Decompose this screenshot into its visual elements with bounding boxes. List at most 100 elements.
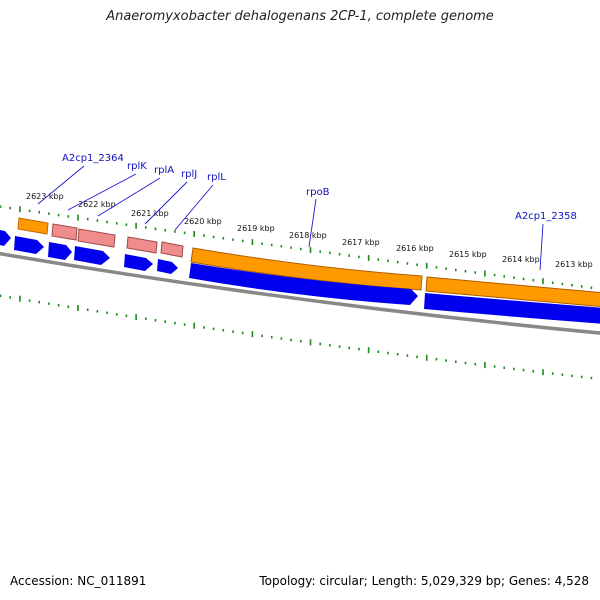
tick-mark <box>28 209 31 213</box>
coordinate-label: 2621 kbp <box>131 209 169 218</box>
coordinate-label: 2616 kbp <box>396 244 434 253</box>
tick-mark <box>222 237 225 240</box>
tick-mark <box>435 358 438 361</box>
gene-label[interactable]: rplA <box>154 165 174 176</box>
tick-mark <box>86 308 89 311</box>
gene-label[interactable]: A2cp1_2364 <box>62 153 124 164</box>
tick-mark <box>416 355 418 359</box>
gene-feature-rpob[interactable] <box>190 247 423 291</box>
tick-mark <box>145 317 147 320</box>
tick-mark <box>522 277 525 281</box>
tick-mark <box>493 273 496 277</box>
genome-summary-text: Topology: circular; Length: 5,029,329 bp… <box>259 574 589 588</box>
tick-mark <box>445 267 447 270</box>
coordinate-label: 2613 kbp <box>555 260 593 269</box>
tick-mark <box>396 260 399 264</box>
coordinate-label: 2623 kbp <box>26 192 64 201</box>
tick-mark <box>203 234 205 237</box>
tick-mark <box>212 235 215 239</box>
tick-mark <box>19 206 21 213</box>
tick-mark <box>300 247 302 251</box>
cds-arrow[interactable] <box>157 259 178 274</box>
cds-arrow[interactable] <box>14 236 44 254</box>
coordinate-tick-labels: 2623 kbp 2622 kbp 2621 kbp 2620 kbp 2619 kbp… <box>26 192 593 269</box>
tick-mark <box>125 314 128 317</box>
coordinate-label: 2618 kbp <box>289 231 327 240</box>
cds-arrow[interactable] <box>424 293 600 324</box>
rrna-feature[interactable] <box>160 241 184 258</box>
tick-mark <box>38 300 40 304</box>
coordinate-label: 2615 kbp <box>449 250 487 259</box>
coordinate-label: 2619 kbp <box>237 224 275 233</box>
tick-mark <box>203 326 205 329</box>
gene-label[interactable]: rplJ <box>181 169 197 180</box>
gene-feature[interactable] <box>17 217 49 235</box>
tick-mark <box>474 362 476 366</box>
gene-label[interactable]: A2cp1_2358 <box>515 211 577 222</box>
tick-mark <box>183 323 186 326</box>
tick-mark <box>9 206 11 210</box>
cds-arrow[interactable] <box>48 242 72 260</box>
tick-mark <box>300 340 302 343</box>
tick-mark <box>241 331 244 335</box>
gene-feature-a2cp1-2358[interactable] <box>425 276 600 308</box>
tick-mark <box>329 251 331 255</box>
tick-mark <box>580 375 583 379</box>
gene-label-leader-line <box>67 173 137 211</box>
tick-mark <box>280 337 283 340</box>
rrna-feature[interactable] <box>126 236 158 254</box>
tick-mark <box>154 319 157 322</box>
tick-mark <box>86 217 89 221</box>
tick-mark <box>358 255 360 259</box>
tick-mark <box>183 231 186 235</box>
tick-mark <box>503 366 505 369</box>
gene-label[interactable]: rpoB <box>306 187 330 198</box>
cds-arrow-rpob[interactable] <box>189 263 418 305</box>
tick-mark <box>193 322 195 329</box>
rrna-feature[interactable] <box>51 223 78 241</box>
gene-label[interactable]: rplK <box>127 161 147 172</box>
tick-mark <box>416 263 418 266</box>
tick-mark <box>455 268 457 272</box>
tick-mark <box>96 219 99 222</box>
tick-mark <box>445 359 447 362</box>
tick-mark <box>484 362 486 369</box>
cds-arrow[interactable] <box>124 254 153 271</box>
tick-mark <box>590 286 593 289</box>
tick-mark <box>348 254 350 257</box>
tick-mark <box>232 330 234 333</box>
tick-mark <box>309 247 312 254</box>
cds-arrow[interactable] <box>0 229 11 246</box>
tick-mark <box>280 245 283 248</box>
gene-features <box>17 217 600 308</box>
tick-mark <box>19 295 21 302</box>
tick-mark <box>435 266 438 269</box>
tick-mark <box>474 271 476 274</box>
tick-mark <box>542 278 544 285</box>
tick-mark <box>329 344 331 347</box>
tick-mark <box>57 213 60 217</box>
tick-mark <box>174 321 176 325</box>
tick-mark <box>358 347 360 351</box>
tick-mark <box>48 302 50 305</box>
tick-mark <box>0 205 2 208</box>
tick-mark <box>135 222 137 229</box>
tick-mark <box>309 339 312 346</box>
tick-mark <box>367 255 370 261</box>
gene-label-leader-line <box>37 165 85 205</box>
tick-mark <box>96 310 99 313</box>
cds-arrow[interactable] <box>74 246 110 265</box>
tick-mark <box>270 335 273 339</box>
tick-mark <box>77 305 79 311</box>
tick-mark <box>174 230 176 233</box>
gene-label[interactable]: rplL <box>207 172 226 183</box>
tick-mark <box>377 350 380 353</box>
tick-mark <box>154 227 157 231</box>
tick-mark <box>425 262 428 269</box>
coordinate-label: 2617 kbp <box>342 238 380 247</box>
tick-mark <box>561 282 564 286</box>
tick-mark <box>522 368 525 372</box>
rrna-feature[interactable] <box>77 228 116 248</box>
tick-mark <box>9 296 11 299</box>
